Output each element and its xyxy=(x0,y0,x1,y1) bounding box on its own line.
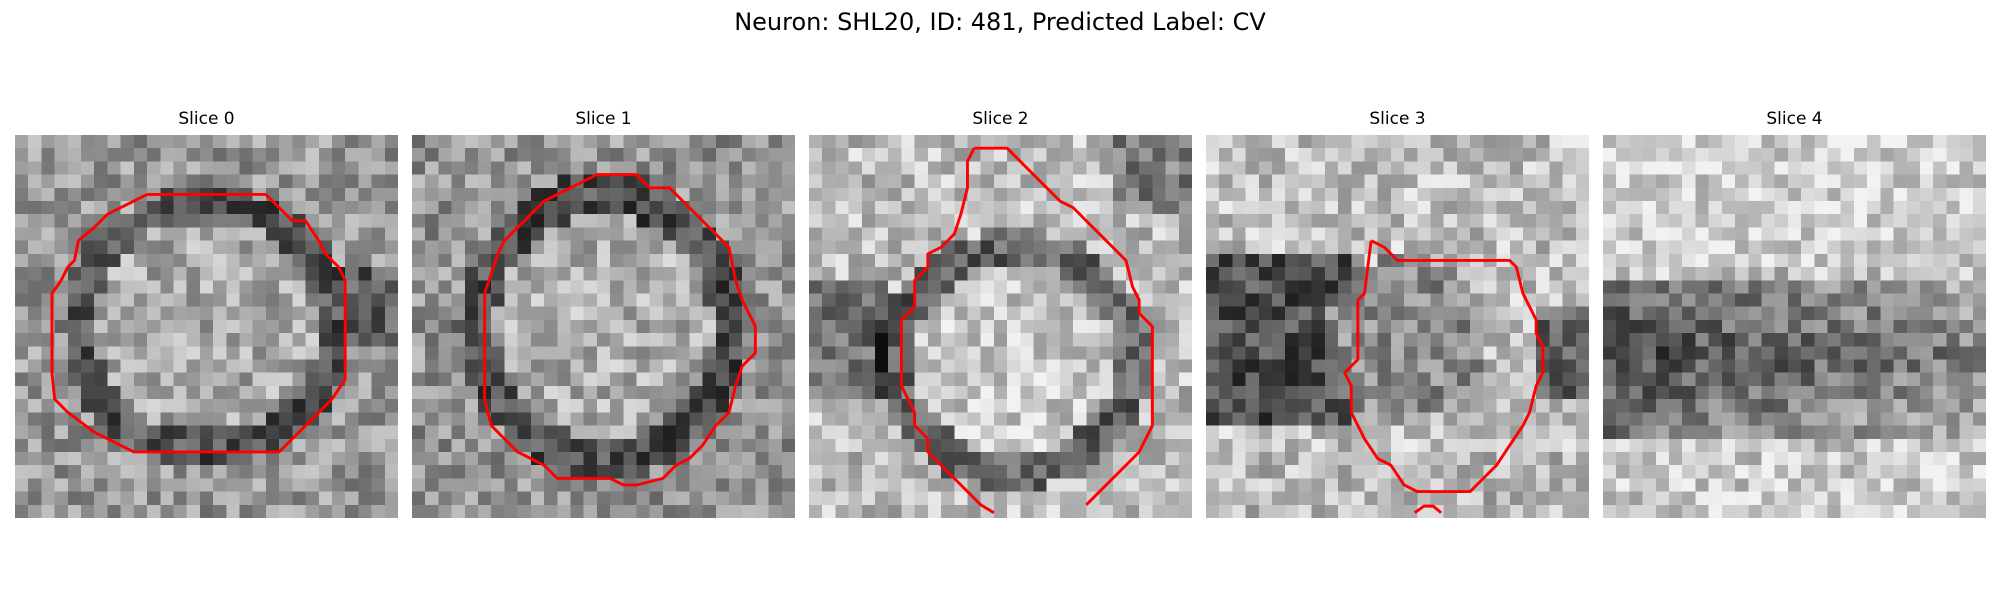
slice-title: Slice 3 xyxy=(1369,109,1426,129)
segmentation-contour-segment xyxy=(899,147,995,514)
segmentation-contour-segment xyxy=(1413,504,1443,514)
slice-panel-1: Slice 1 xyxy=(412,108,795,518)
slice-title: Slice 4 xyxy=(1766,109,1823,129)
slice-image xyxy=(1603,135,1986,518)
slice-image xyxy=(15,135,398,518)
slice-image xyxy=(412,135,795,518)
slice-panel-0: Slice 0 xyxy=(15,108,398,518)
slice-title: Slice 0 xyxy=(178,109,235,129)
slice-panel-4: Slice 4 xyxy=(1603,108,1986,518)
slice-title: Slice 2 xyxy=(972,109,1029,129)
segmentation-contour xyxy=(483,173,757,487)
slice-title: Slice 1 xyxy=(575,109,632,129)
slice-panel-2: Slice 2 xyxy=(809,108,1192,518)
segmentation-contour xyxy=(1343,239,1545,494)
slice-image xyxy=(809,135,1192,518)
figure-title: Neuron: SHL20, ID: 481, Predicted Label:… xyxy=(734,8,1266,36)
segmentation-contour xyxy=(974,146,1154,506)
segmentation-contour xyxy=(50,192,347,454)
slice-image xyxy=(1206,135,1589,518)
slice-panel-3: Slice 3 xyxy=(1206,108,1589,518)
